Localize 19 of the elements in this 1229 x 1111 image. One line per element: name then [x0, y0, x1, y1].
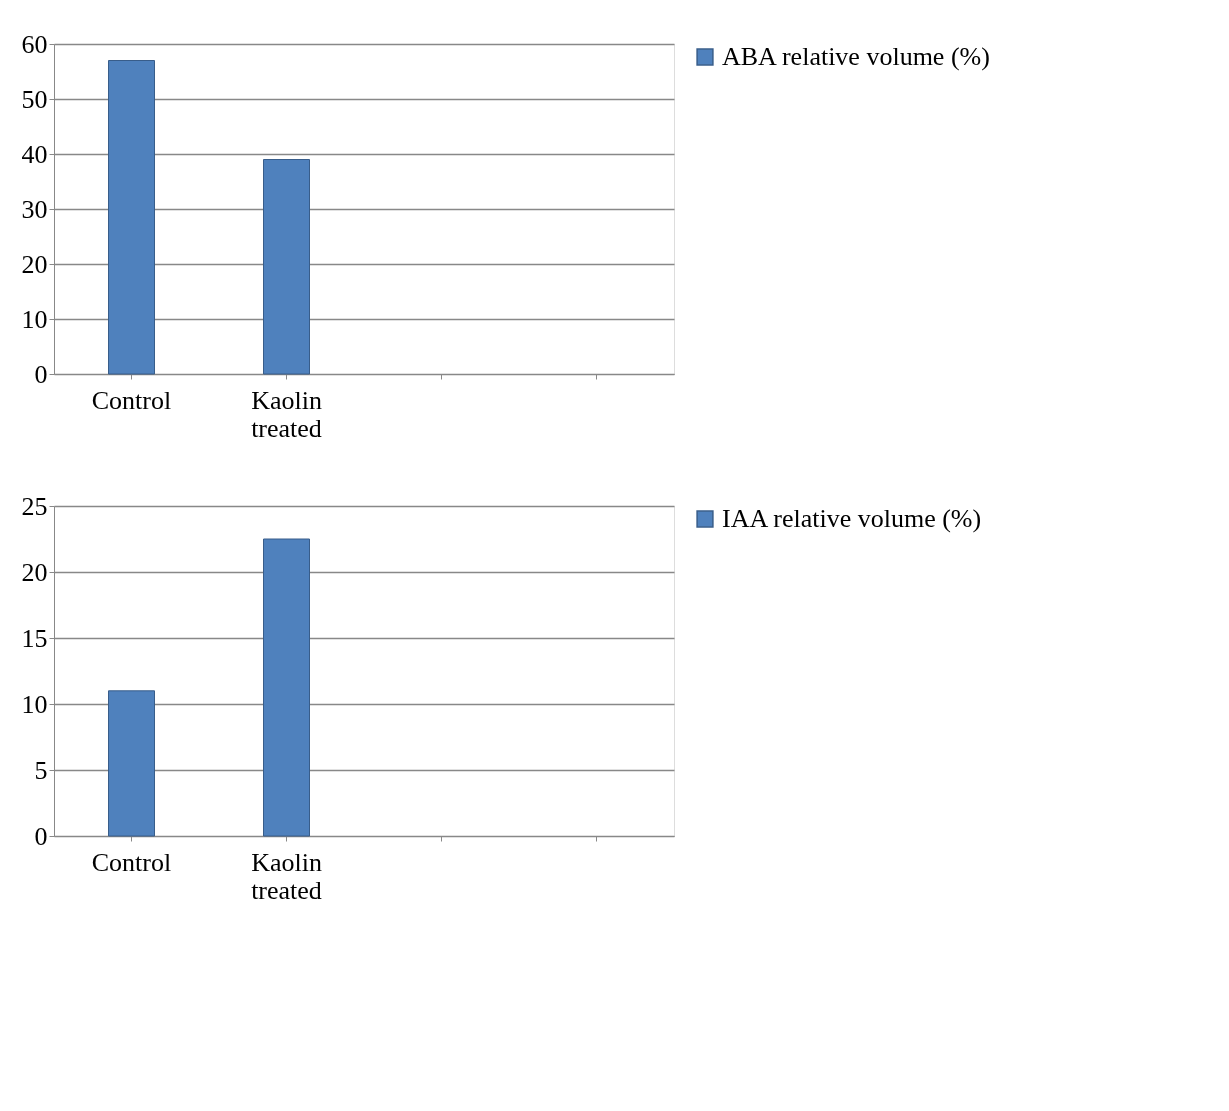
y-tick-label: 20 [21, 249, 48, 279]
y-tick-label: 0 [34, 821, 48, 851]
y-tick-label: 50 [21, 84, 48, 114]
legend-label: ABA relative volume (%) [722, 42, 990, 71]
x-tick-label: Control [91, 847, 172, 877]
y-tick-label: 15 [21, 623, 48, 653]
y-tick-label: 5 [34, 755, 48, 785]
x-tick-label: Kaolin treated [251, 385, 322, 443]
x-tick-label: Control [91, 385, 172, 415]
y-tick-label: 60 [21, 29, 48, 59]
y-tick-label: 0 [34, 359, 48, 389]
y-tick-label: 10 [21, 304, 48, 334]
y-tick-label: 40 [21, 139, 48, 169]
legend-label: IAA relative volume (%) [722, 504, 982, 533]
y-tick-label: 30 [21, 194, 48, 224]
y-tick-label: 10 [21, 689, 48, 719]
y-tick-label: 20 [21, 557, 48, 587]
x-tick-label: Kaolin treated [251, 847, 322, 905]
y-tick-label: 25 [21, 491, 48, 521]
